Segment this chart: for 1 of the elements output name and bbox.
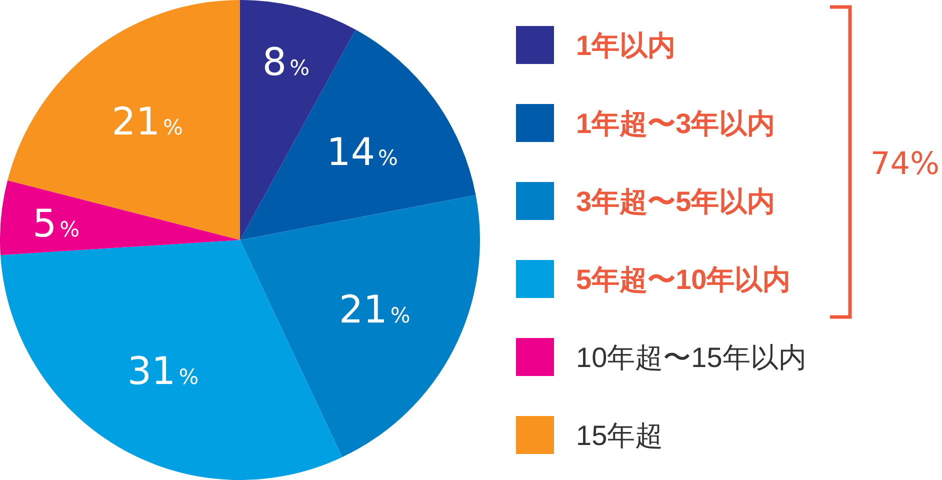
annotation: 74% [870, 146, 940, 182]
